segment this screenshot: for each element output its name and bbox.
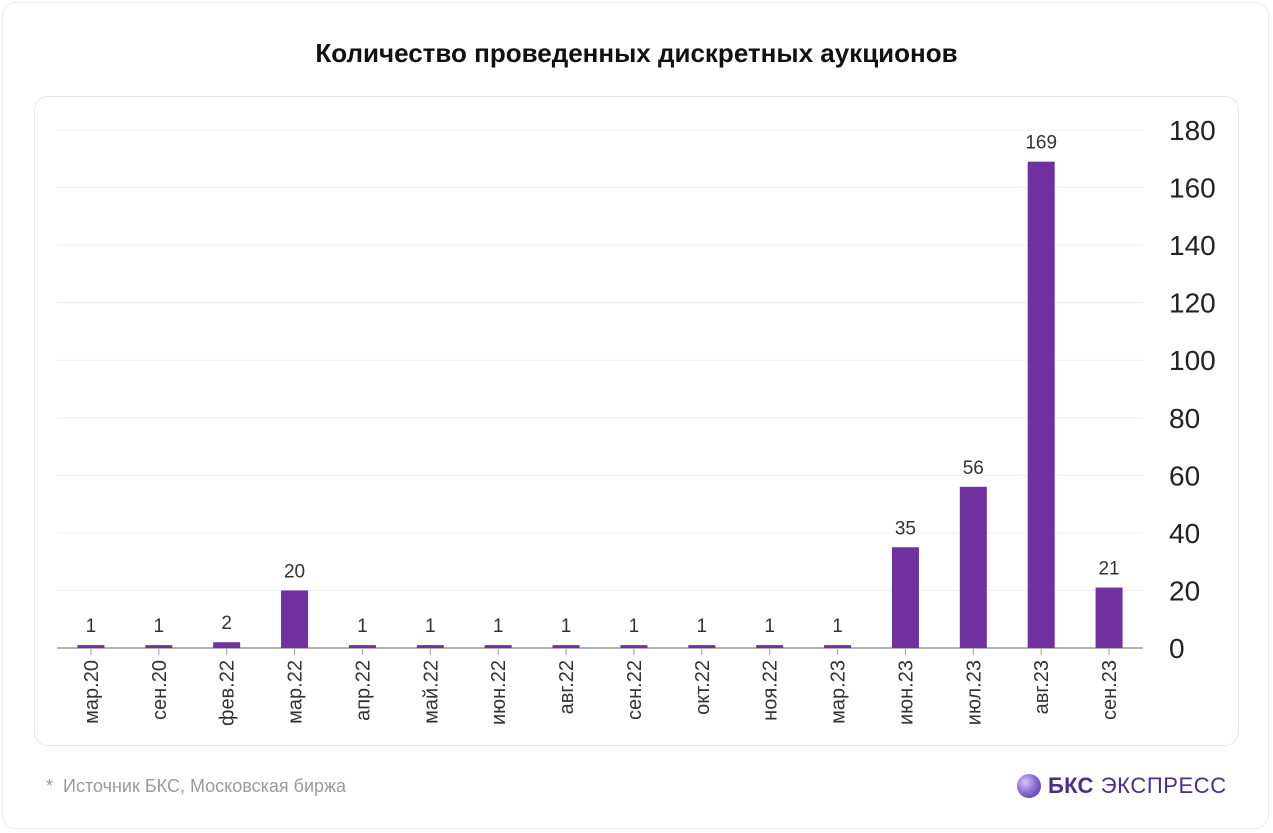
data-label: 1: [629, 616, 640, 637]
bar: [281, 590, 309, 648]
data-label: 2: [221, 613, 232, 634]
x-tick-label: июл.23: [963, 660, 985, 725]
bar: [552, 645, 580, 648]
data-label: 1: [425, 616, 436, 637]
bar: [688, 645, 716, 648]
brand-suffix: ЭКСПРЕСС: [1100, 773, 1227, 798]
y-tick-label: 80: [1169, 403, 1200, 434]
y-tick-label: 20: [1169, 575, 1200, 606]
y-tick-label: 180: [1169, 115, 1216, 146]
data-label: 1: [86, 616, 97, 637]
bar: [1095, 587, 1123, 648]
data-label: 1: [697, 616, 708, 637]
chart-panel: 0 20 40 60 80 100 120 140 160 180 1 мар.20 1 сен.20 2 ф…: [34, 96, 1239, 746]
x-tick-label: авг.22: [556, 660, 578, 714]
data-label: 20: [284, 561, 305, 582]
bar: [620, 645, 648, 648]
bar: [348, 645, 376, 648]
chart-title: Количество проведенных дискретных аукцио…: [315, 38, 958, 68]
bks-logo-icon: [1017, 774, 1041, 798]
bar: [484, 645, 512, 648]
x-tick-label: май.22: [420, 660, 442, 724]
x-tick-label: мар.20: [81, 660, 103, 724]
footnote-star: *: [46, 776, 54, 796]
data-label: 35: [895, 518, 916, 539]
y-tick-label: 120: [1169, 288, 1216, 319]
data-label: 1: [832, 616, 843, 637]
footnote: * Источник БКС, Московская биржа: [46, 776, 346, 797]
data-label: 1: [493, 616, 504, 637]
y-tick-label: 100: [1169, 345, 1216, 376]
x-tick-label: сен.22: [624, 660, 646, 720]
y-tick-label: 0: [1169, 633, 1185, 664]
bar: [213, 642, 241, 648]
footnote-text: Источник БКС, Московская биржа: [63, 776, 347, 796]
bar: [891, 547, 919, 648]
x-tick-label: окт.22: [692, 660, 714, 715]
x-tick-label: мар.23: [828, 660, 850, 724]
x-tick-label: сен.23: [1099, 660, 1121, 720]
bar: [416, 645, 444, 648]
data-label: 1: [357, 616, 368, 637]
data-label: 1: [561, 616, 572, 637]
data-label: 21: [1098, 559, 1119, 580]
x-tick-label: мар.22: [285, 660, 307, 724]
bar: [1027, 161, 1055, 648]
data-label: 56: [963, 458, 984, 479]
brand-logo: БКС ЭКСПРЕСС: [1017, 771, 1227, 801]
x-tick-label: июн.23: [895, 660, 917, 725]
x-tick-label: сен.20: [149, 660, 171, 720]
data-label: 169: [1025, 133, 1057, 154]
data-label: 1: [154, 616, 165, 637]
bar: [77, 645, 105, 648]
x-tick-label: июн.22: [488, 660, 510, 725]
bar: [145, 645, 173, 648]
x-tick-label: ноя.22: [760, 660, 782, 721]
x-tick-label: авг.23: [1031, 660, 1053, 714]
y-tick-label: 160: [1169, 173, 1216, 204]
brand-name: БКС: [1048, 773, 1094, 798]
y-tick-label: 40: [1169, 518, 1200, 549]
bar: [824, 645, 852, 648]
y-tick-label: 140: [1169, 230, 1216, 261]
bar: [959, 486, 987, 648]
data-label: 1: [764, 616, 775, 637]
bar-chart: 0204060801001201401601801мар.201сен.202ф…: [57, 115, 1216, 726]
y-tick-label: 60: [1169, 460, 1200, 491]
bar: [756, 645, 784, 648]
x-tick-label: апр.22: [352, 660, 374, 721]
x-tick-label: фев.22: [217, 660, 239, 726]
